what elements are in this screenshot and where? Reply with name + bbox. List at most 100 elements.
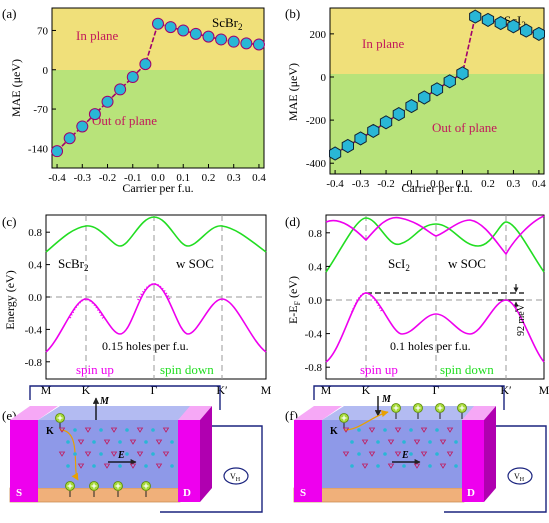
lattice-site bbox=[368, 451, 376, 457]
lattice-site bbox=[435, 452, 439, 456]
lattice-site bbox=[110, 427, 118, 433]
y-tick-label: -0.8 bbox=[305, 362, 323, 374]
y-tick-label: 0.8 bbox=[308, 228, 322, 240]
x-tick-label: 0.1 bbox=[176, 172, 190, 184]
lattice-site bbox=[73, 428, 77, 432]
lattice-site bbox=[387, 463, 395, 469]
k-point-label: M bbox=[261, 383, 272, 397]
x-ticks: -0.4 -0.3 -0.2 -0.1 0.0 0.1 0.2 0.3 0.4 bbox=[326, 170, 546, 190]
lattice-site bbox=[99, 428, 103, 432]
data-point bbox=[481, 12, 495, 27]
lattice-site bbox=[342, 451, 350, 457]
lattice-site bbox=[357, 452, 361, 456]
panel-label: (c) bbox=[2, 214, 16, 229]
circuit-wire bbox=[160, 425, 263, 513]
voltage-label: VH bbox=[230, 472, 241, 483]
lattice-site bbox=[155, 439, 163, 445]
x-tick-label: 0.3 bbox=[227, 172, 241, 184]
drain-label: D bbox=[183, 487, 191, 499]
k-point-label: M bbox=[321, 383, 332, 397]
k-path-ticks: M K Γ K′ M bbox=[41, 383, 272, 397]
panel-b: (b) ScI2 In plane Out of plane MAE (μeV)… bbox=[285, 6, 546, 195]
data-point bbox=[507, 19, 520, 34]
k-point-label: M bbox=[539, 383, 549, 397]
data-point bbox=[494, 16, 507, 31]
field-label: E bbox=[117, 450, 125, 461]
voltage-label: VH bbox=[514, 472, 525, 483]
data-point bbox=[126, 71, 139, 84]
x-axis-label: Carrier per f.u. bbox=[122, 181, 193, 195]
x-tick-label: 0.2 bbox=[481, 178, 495, 190]
lattice-site bbox=[446, 451, 454, 457]
in-plane-label: In plane bbox=[362, 36, 404, 51]
lattice-site bbox=[155, 463, 163, 469]
lattice-site bbox=[368, 427, 376, 433]
hall-deflection-arrow bbox=[59, 429, 79, 481]
data-point bbox=[379, 115, 393, 130]
y-tick-label: 70 bbox=[37, 25, 49, 37]
mae-series bbox=[329, 9, 545, 161]
data-point bbox=[341, 138, 354, 154]
data-point bbox=[101, 95, 114, 108]
hole-occupied-segment bbox=[137, 282, 171, 301]
valley-label: K bbox=[46, 426, 54, 437]
lattice-site bbox=[110, 451, 118, 457]
lattice-site bbox=[118, 440, 122, 444]
lattice-site bbox=[420, 427, 428, 433]
y-tick-label: 0.0 bbox=[308, 295, 322, 307]
panel-a: (a) ScBr2 In plane Out of plane MAE (μeV… bbox=[2, 6, 266, 195]
y-axis-label: Energy (eV) bbox=[3, 270, 17, 329]
lattice-site bbox=[428, 440, 432, 444]
source-label: S bbox=[16, 487, 22, 499]
lattice-site bbox=[136, 427, 144, 433]
lattice-site bbox=[58, 427, 66, 433]
lattice-site bbox=[454, 464, 458, 468]
panel-d: (d) E-EF (eV) ScI2 w SOC 0.1 holes per f… bbox=[285, 214, 549, 397]
lattice-site bbox=[162, 451, 170, 457]
panel-e: (e) VH S D K M E bbox=[2, 385, 263, 513]
plot-frame bbox=[325, 214, 545, 380]
data-point bbox=[367, 123, 380, 138]
data-point bbox=[443, 74, 456, 89]
y-tick-label: 0.4 bbox=[28, 260, 42, 272]
lattice-site bbox=[151, 452, 155, 456]
gap-label: 92 meV bbox=[516, 303, 527, 336]
x-tick-label: 0.0 bbox=[151, 172, 165, 184]
spin-down-band bbox=[45, 216, 267, 253]
out-of-plane-label: Out of plane bbox=[92, 113, 157, 128]
y-ticks: -0.8 -0.4 0.0 0.4 0.8 bbox=[305, 228, 330, 374]
data-point bbox=[114, 83, 127, 96]
x-tick-label: 0.2 bbox=[202, 172, 216, 184]
lattice-site bbox=[136, 451, 144, 457]
lattice-site bbox=[92, 440, 96, 444]
panel-c: (c) Energy (eV) ScBr2 w SOC 0.15 holes p… bbox=[2, 214, 272, 397]
source-label: S bbox=[300, 487, 306, 499]
data-point bbox=[329, 146, 342, 161]
lattice-site bbox=[402, 464, 406, 468]
spin-up-upper-band bbox=[325, 215, 545, 256]
lattice-site bbox=[350, 440, 354, 444]
y-tick-label: -0.4 bbox=[305, 329, 323, 341]
data-point bbox=[354, 131, 367, 146]
lattice-site bbox=[428, 464, 432, 468]
lattice-site bbox=[383, 428, 387, 432]
x-tick-label: -0.4 bbox=[326, 178, 344, 190]
lattice-site bbox=[361, 439, 369, 445]
data-point bbox=[215, 33, 228, 46]
y-tick-label: -70 bbox=[33, 104, 48, 116]
lattice-site bbox=[394, 451, 402, 457]
y-tick-label: -400 bbox=[306, 158, 327, 170]
lattice-site bbox=[144, 440, 148, 444]
circuit-wire bbox=[29, 385, 221, 410]
data-point bbox=[189, 27, 202, 40]
k-point-label: K bbox=[362, 383, 371, 397]
x-tick-label: -0.4 bbox=[48, 172, 66, 184]
lattice-site bbox=[84, 427, 92, 433]
lattice-site bbox=[402, 440, 406, 444]
lattice-site bbox=[99, 452, 103, 456]
drain-label: D bbox=[467, 487, 475, 499]
y-tick-label: -0.8 bbox=[25, 357, 43, 369]
lattice-site bbox=[350, 464, 354, 468]
lattice-site bbox=[435, 428, 439, 432]
y-ticks: -140 -70 0 70 bbox=[28, 25, 56, 155]
